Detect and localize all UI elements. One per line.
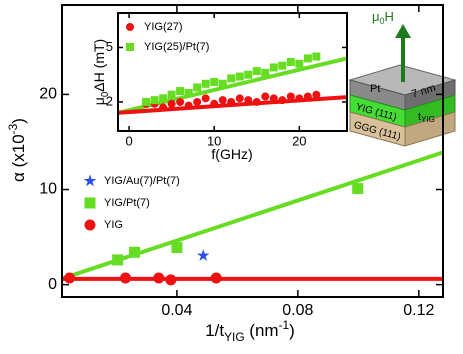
label-part: (nm (245, 321, 279, 340)
legend-label: YIG(25)/Pt(7) (144, 41, 209, 53)
legend-marker (126, 23, 134, 31)
marker (235, 72, 244, 81)
label-part: ) (289, 321, 295, 340)
label-part: -1 (279, 318, 290, 332)
label-part: 1/t (205, 321, 224, 340)
yig-thickness: tYIG (418, 111, 435, 124)
legend-marker (84, 197, 96, 209)
x-tick-label: 0.12 (403, 302, 434, 319)
marker (312, 90, 321, 99)
x-axis-label: f(GHz) (211, 146, 252, 162)
marker (201, 94, 210, 103)
y-tick-label: 5 (106, 39, 113, 54)
marker (201, 79, 210, 88)
legend-marker (83, 174, 97, 187)
marker (269, 94, 278, 103)
marker (261, 68, 270, 77)
marker (150, 96, 159, 105)
marker (193, 97, 202, 106)
marker (252, 67, 261, 76)
label-part: YIG (224, 330, 244, 344)
marker (210, 77, 219, 86)
x-tick-label: 10 (207, 133, 221, 148)
y-axis-label: α (x10-3) (6, 118, 28, 182)
marker (218, 79, 227, 88)
marker (210, 99, 219, 108)
marker (261, 92, 270, 101)
field-label: μ0H (372, 9, 394, 26)
marker (278, 96, 287, 105)
marker (352, 183, 364, 195)
plot-frame (117, 12, 348, 132)
marker (227, 97, 236, 106)
x-tick-label: 0 (125, 133, 132, 148)
label-part: ΔH (mT) (91, 39, 107, 92)
layer-diagram: μ0H Pt 7 nm YIG (111) tYIG GGG (111) (348, 9, 457, 147)
marker (286, 58, 295, 67)
marker (129, 246, 141, 258)
marker (295, 59, 304, 68)
label-part: -3 (6, 123, 20, 134)
y-tick-label: 10 (39, 181, 57, 198)
marker (120, 272, 131, 284)
marker (286, 92, 295, 101)
marker (153, 272, 165, 284)
legend-label: YIG/Au(7)/Pt(7) (104, 175, 180, 187)
marker (184, 101, 193, 110)
legend-marker (84, 219, 96, 231)
x-tick-label: 20 (292, 133, 306, 148)
marker (167, 99, 176, 108)
marker (227, 74, 236, 83)
legend-label: YIG/Pt(7) (104, 197, 150, 209)
marker (269, 63, 278, 72)
label-part: f(GHz) (211, 146, 252, 162)
legend-marker (126, 43, 134, 51)
legend-label: YIG (104, 219, 123, 231)
marker (244, 70, 253, 79)
marker (159, 94, 168, 103)
pt-label: Pt (370, 83, 380, 95)
marker (64, 272, 76, 284)
x-axis-label: 1/tYIG (nm-1) (205, 318, 295, 344)
marker (112, 254, 124, 266)
marker (303, 54, 312, 63)
legend-label: YIG(27) (144, 21, 183, 33)
y-tick-label: 2 (106, 93, 113, 108)
marker (218, 96, 227, 105)
field-arrowhead (395, 24, 411, 38)
x-tick-label: 0.08 (282, 302, 313, 319)
x-tick-label: 0.04 (161, 302, 192, 319)
marker (196, 249, 210, 261)
marker (295, 94, 304, 103)
marker (167, 90, 176, 99)
marker (312, 52, 321, 61)
marker (252, 97, 261, 106)
y-tick-label: 0 (48, 276, 57, 293)
marker (176, 97, 185, 106)
label-part: α (x10 (9, 134, 28, 182)
marker (165, 274, 177, 286)
marker (171, 242, 183, 254)
y-axis-label: μ0ΔH (mT) (91, 39, 111, 105)
marker (278, 61, 287, 70)
fit-line (61, 150, 444, 281)
marker (159, 103, 168, 112)
marker (210, 272, 222, 284)
label-part: μ (91, 97, 107, 105)
marker (193, 83, 202, 92)
y-tick-label: 20 (39, 86, 57, 103)
label-part: ) (9, 118, 28, 124)
marker (176, 87, 185, 96)
plot-frame (61, 4, 444, 298)
marker (142, 97, 151, 106)
marker (244, 96, 253, 105)
label-part: 0 (99, 91, 110, 97)
marker (184, 88, 193, 97)
marker (303, 92, 312, 101)
marker (235, 94, 244, 103)
